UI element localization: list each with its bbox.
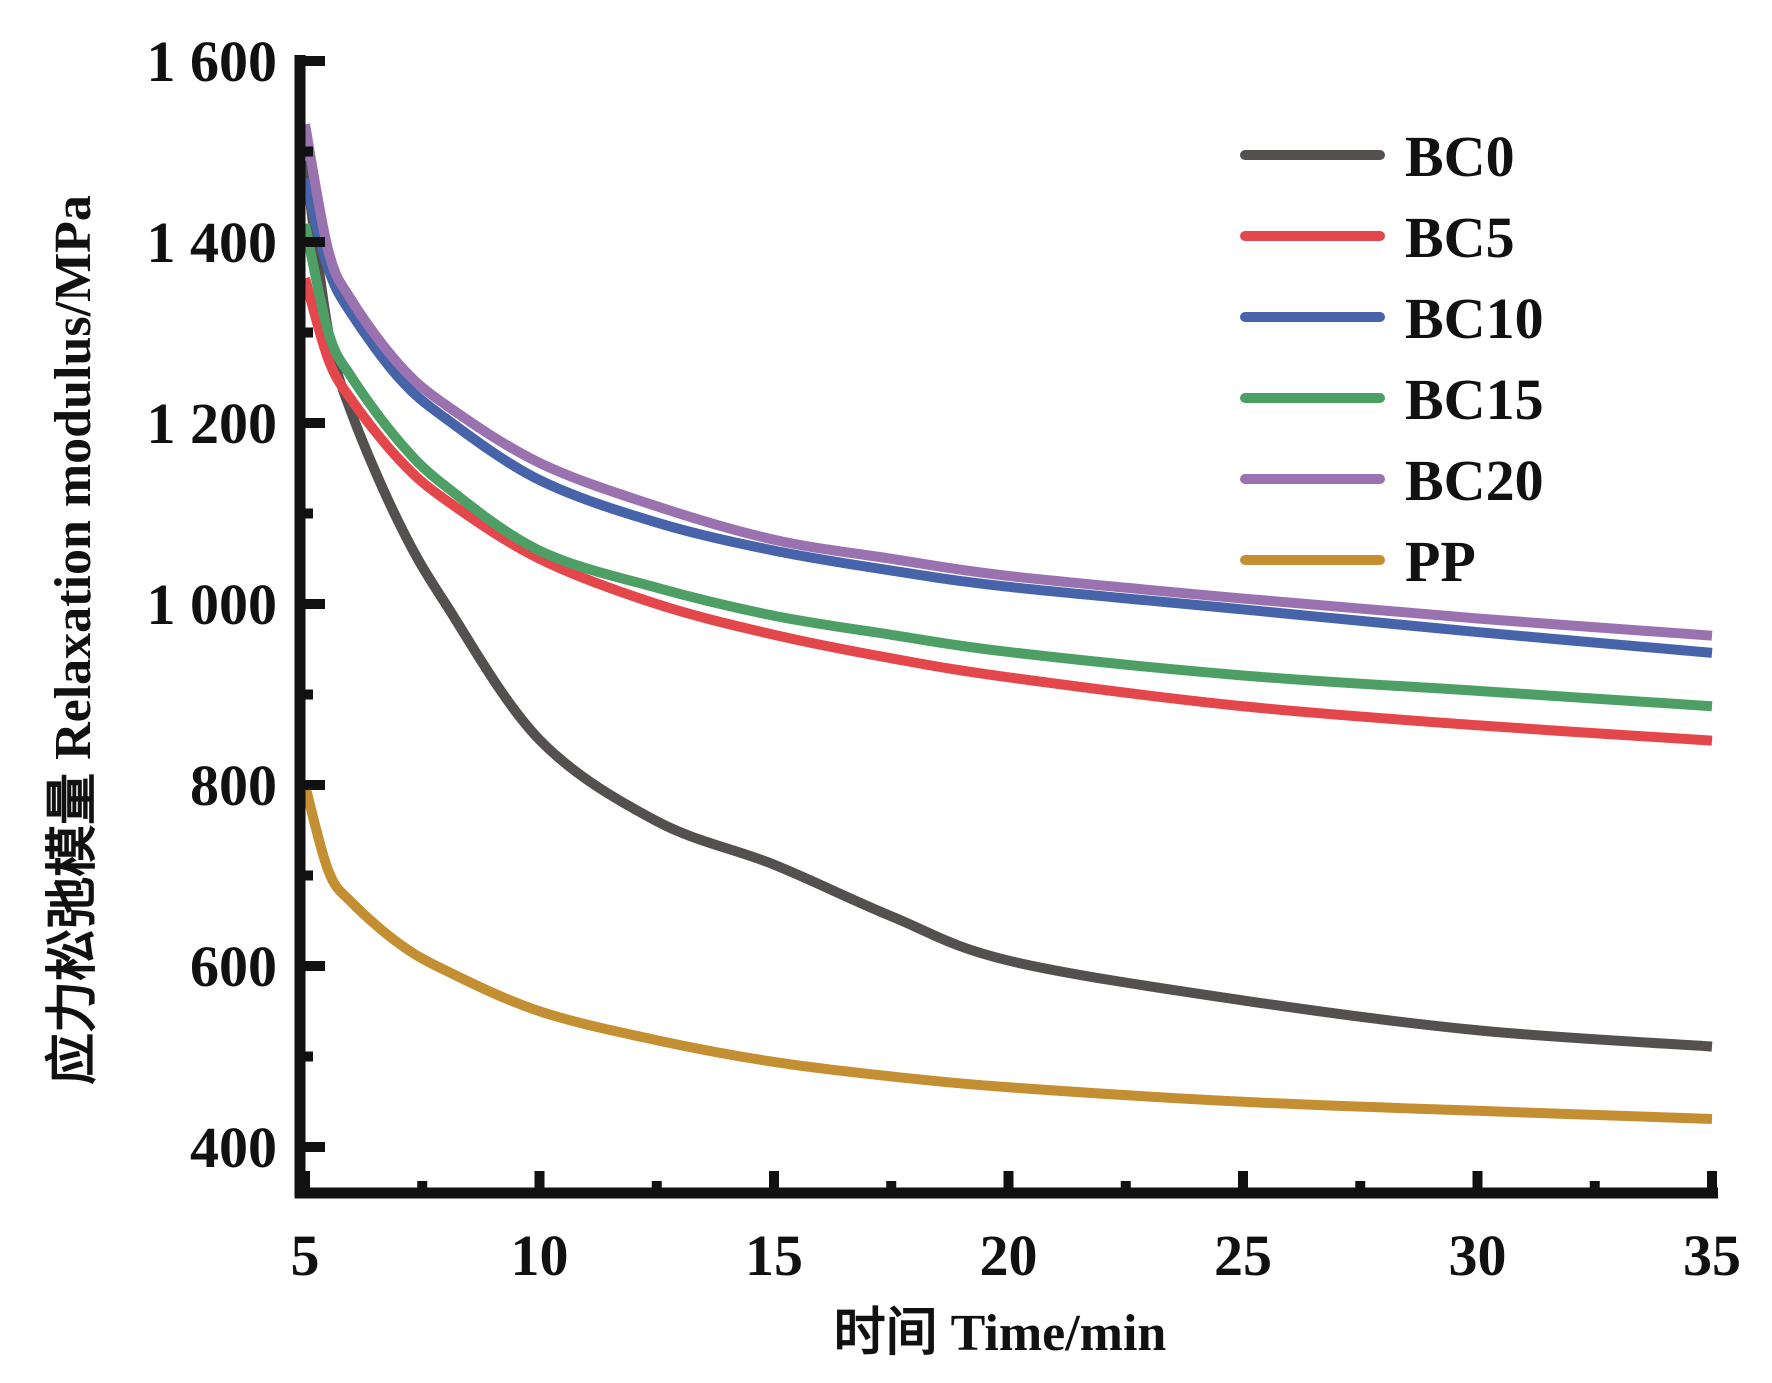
y-tick-label: 1 200 [147, 391, 278, 456]
x-tick-label: 25 [1214, 1223, 1272, 1288]
y-tick-label: 1 000 [147, 572, 278, 637]
y-ticks: 400 600 800 1 000 1 200 1 400 1 600 [147, 29, 325, 1180]
axes: 5 10 15 20 25 30 35 400 600 800 1 000 1 200 1 400 1 … [147, 29, 1742, 1288]
x-tick-label: 15 [745, 1223, 803, 1288]
y-tick-label: 1 400 [147, 210, 278, 275]
y-tick-label: 600 [190, 934, 277, 999]
x-ticks: 5 10 15 20 25 30 35 [291, 1171, 1741, 1288]
legend: BC0 BC5 BC10 BC15 BC20 PP [1240, 124, 1544, 594]
legend-label-pp: PP [1405, 529, 1476, 594]
series-line-bc0 [300, 159, 1713, 1052]
legend-label-bc20: BC20 [1405, 448, 1544, 513]
x-tick-label: 20 [980, 1223, 1038, 1288]
x-axis-title: 时间 Time/min [834, 1305, 1167, 1362]
legend-label-bc0: BC0 [1405, 124, 1515, 189]
series-line-bc10 [300, 177, 1713, 658]
x-tick-label: 30 [1449, 1223, 1507, 1288]
plot-lines [300, 123, 1713, 1124]
legend-label-bc15: BC15 [1405, 367, 1544, 432]
legend-label-bc10: BC10 [1405, 286, 1544, 351]
y-tick-label: 1 600 [147, 29, 278, 94]
series-line-pp [300, 783, 1713, 1124]
x-tick-label: 5 [291, 1223, 320, 1288]
legend-label-bc5: BC5 [1405, 205, 1515, 270]
x-tick-label: 35 [1683, 1223, 1741, 1288]
series-line-bc15 [300, 222, 1713, 712]
y-tick-label: 800 [190, 753, 277, 818]
y-tick-label: 400 [190, 1115, 277, 1180]
y-axis-title: 应力松弛模量 Relaxation modulus/MPa [44, 195, 102, 1085]
series-line-bc5 [300, 276, 1713, 746]
x-tick-label: 10 [511, 1223, 569, 1288]
series-line-bc20 [300, 123, 1713, 641]
